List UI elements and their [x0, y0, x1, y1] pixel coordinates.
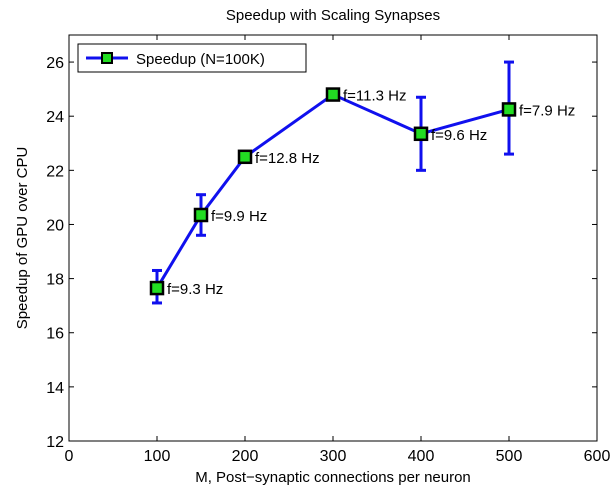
- data-label: f=12.8 Hz: [255, 150, 320, 167]
- x-tick-label: 200: [232, 448, 259, 465]
- y-tick-label: 14: [46, 380, 64, 397]
- data-point: [193, 207, 209, 223]
- legend-box: [77, 43, 307, 73]
- data-point: [413, 126, 429, 142]
- data-label: f=11.3 Hz: [343, 88, 407, 105]
- x-tick-label: 400: [408, 448, 435, 465]
- data-point: [325, 87, 341, 102]
- x-tick-label: 0: [65, 448, 74, 465]
- legend-marker: [101, 52, 113, 64]
- legend: Speedup (N=100K): [77, 43, 307, 73]
- y-tick-label: 22: [46, 163, 64, 180]
- y-tick-label: 20: [46, 217, 64, 234]
- y-tick-label: 18: [46, 272, 64, 289]
- axes: 0 100 200 300 400 500 600 12 14 16 18 20 22 24 26: [46, 35, 610, 465]
- x-tick-label: 600: [584, 448, 611, 465]
- data-point: [237, 149, 253, 165]
- series-line: [155, 92, 510, 289]
- legend-label: Speedup (N=100K): [136, 51, 265, 68]
- y-tick-label: 24: [46, 109, 64, 126]
- x-tick-label: 500: [496, 448, 523, 465]
- y-tick-label: 16: [46, 326, 64, 343]
- y-tick-label: 26: [46, 55, 64, 72]
- data-point: [149, 280, 165, 296]
- x-tick-label: 100: [144, 448, 171, 465]
- y-tick-label: 12: [46, 434, 64, 451]
- chart-title: Speedup with Scaling Synapses: [226, 7, 440, 24]
- y-axis-label: Speedup of GPU over CPU: [14, 147, 31, 330]
- x-axis-label: M, Post−synaptic connections per neuron: [195, 469, 471, 486]
- data-point: [501, 102, 517, 117]
- data-label: f=7.9 Hz: [519, 102, 575, 119]
- x-tick-label: 300: [320, 448, 347, 465]
- series-layer: f=9.3 Hz f=9.9 Hz f=12.8 Hz f=11.3 Hz f=9.6 …: [149, 60, 575, 305]
- data-label: f=9.3 Hz: [167, 281, 223, 298]
- data-label: f=9.9 Hz: [211, 208, 267, 225]
- data-label: f=9.6 Hz: [431, 127, 487, 144]
